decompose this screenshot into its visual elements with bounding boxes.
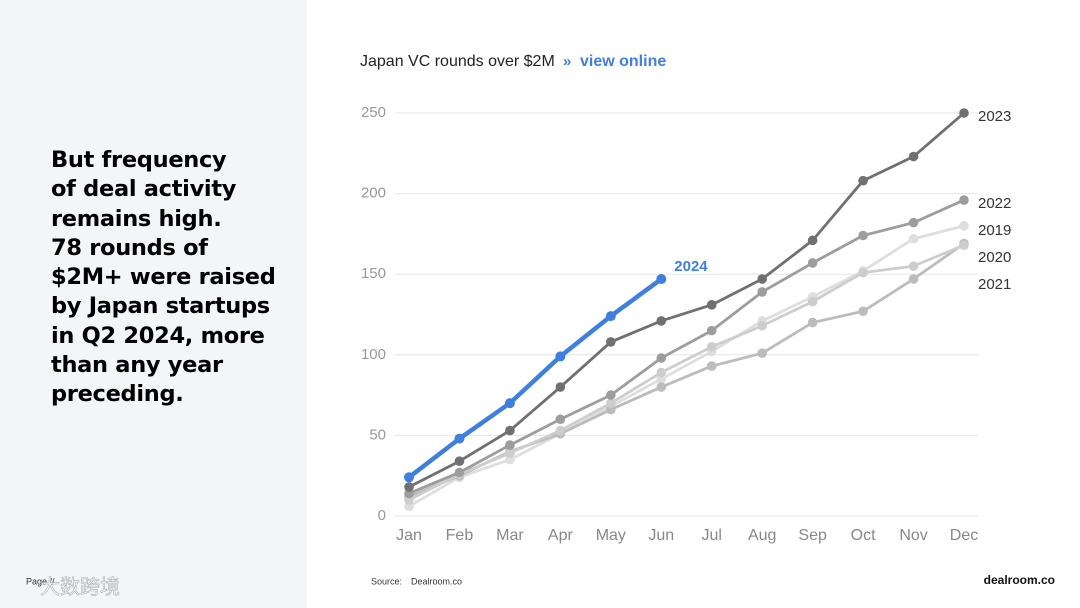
series-label: 2020 [978,249,1011,266]
point [555,351,566,362]
point [605,311,616,322]
watermark: 大数跨境 [40,575,120,598]
point [807,258,818,268]
x-tick-label: Dec [950,527,978,544]
point [706,361,717,371]
point [656,353,667,363]
x-tick-label: Sep [798,527,827,544]
chart-title: Japan VC rounds over $2M [360,53,555,70]
logo: dealroom.co [984,573,1055,587]
y-tick-label: 250 [361,104,386,121]
headline-line: 78 rounds of [51,234,208,261]
point [959,240,969,250]
x-tick-label: May [596,527,626,544]
point [606,337,616,347]
point [757,287,767,297]
point [908,233,919,244]
point [606,398,616,408]
y-tick-label: 200 [361,185,386,202]
point [404,472,414,483]
x-tick-label: Oct [851,527,876,544]
y-tick-label: 100 [361,346,386,363]
point [555,382,566,392]
point [505,448,515,458]
point [706,325,717,336]
point [505,425,515,436]
point [959,221,969,231]
left-panel [0,0,307,608]
series-line [408,111,965,489]
point [706,341,717,352]
headline-line: by Japan startups [51,293,270,320]
point [858,306,868,317]
point [606,390,616,400]
headline-line: preceding. [51,381,184,408]
x-tick-label: Mar [496,527,524,544]
series-line [408,198,965,495]
point [656,316,667,326]
point [908,217,919,228]
point [555,414,566,425]
point [656,274,667,285]
point [959,195,969,205]
point [504,398,515,409]
headline-line: But frequency [51,147,227,173]
y-tick-label: 0 [378,507,386,524]
point [404,482,414,492]
source: Dealroom.co [411,576,462,586]
point [858,230,868,241]
headline-line: $2M+ were raised [51,264,276,291]
point [454,456,465,466]
x-tick-label: Jul [702,527,722,544]
series-line [408,243,965,502]
point [908,274,919,284]
point [959,108,969,118]
headline-line: remains high. [51,205,222,232]
series-label: 2024 [674,258,708,275]
point [807,317,818,328]
point [908,151,919,162]
link-separator: » [563,53,571,70]
point [505,440,515,450]
point [858,267,868,278]
page-number: Page // [26,576,55,586]
point [454,467,465,478]
point [656,382,667,392]
source-label: Source: [371,576,402,586]
series-line [407,277,663,480]
point [757,274,767,284]
series-label: 2023 [978,108,1011,125]
x-tick-label: Jan [396,527,422,544]
series-label: 2021 [978,276,1011,293]
x-tick-label: Nov [899,527,927,544]
headline-line: of deal activity [51,176,237,203]
series-line [408,242,965,498]
x-tick-label: Aug [748,527,776,544]
series-label: 2022 [978,195,1011,212]
series-line [408,224,965,508]
x-tick-label: Apr [548,527,574,544]
point [807,296,818,307]
x-tick-label: Jun [648,527,674,544]
point [908,261,919,271]
point [656,367,667,378]
point [757,320,767,331]
point [555,425,566,436]
headline: But frequency of deal activity remains hig… [51,146,276,410]
series-label: 2019 [978,222,1011,239]
headline-line: than any year [51,352,223,379]
view-online-link[interactable]: view online [580,53,666,70]
x-tick-label: Feb [446,527,474,544]
point [454,433,465,444]
y-tick-label: 150 [361,265,386,282]
headline-line: in Q2 2024, more [51,322,265,349]
y-tick-label: 50 [369,426,386,443]
point [807,235,818,246]
point [858,175,868,186]
point [706,300,717,310]
point [757,348,767,358]
